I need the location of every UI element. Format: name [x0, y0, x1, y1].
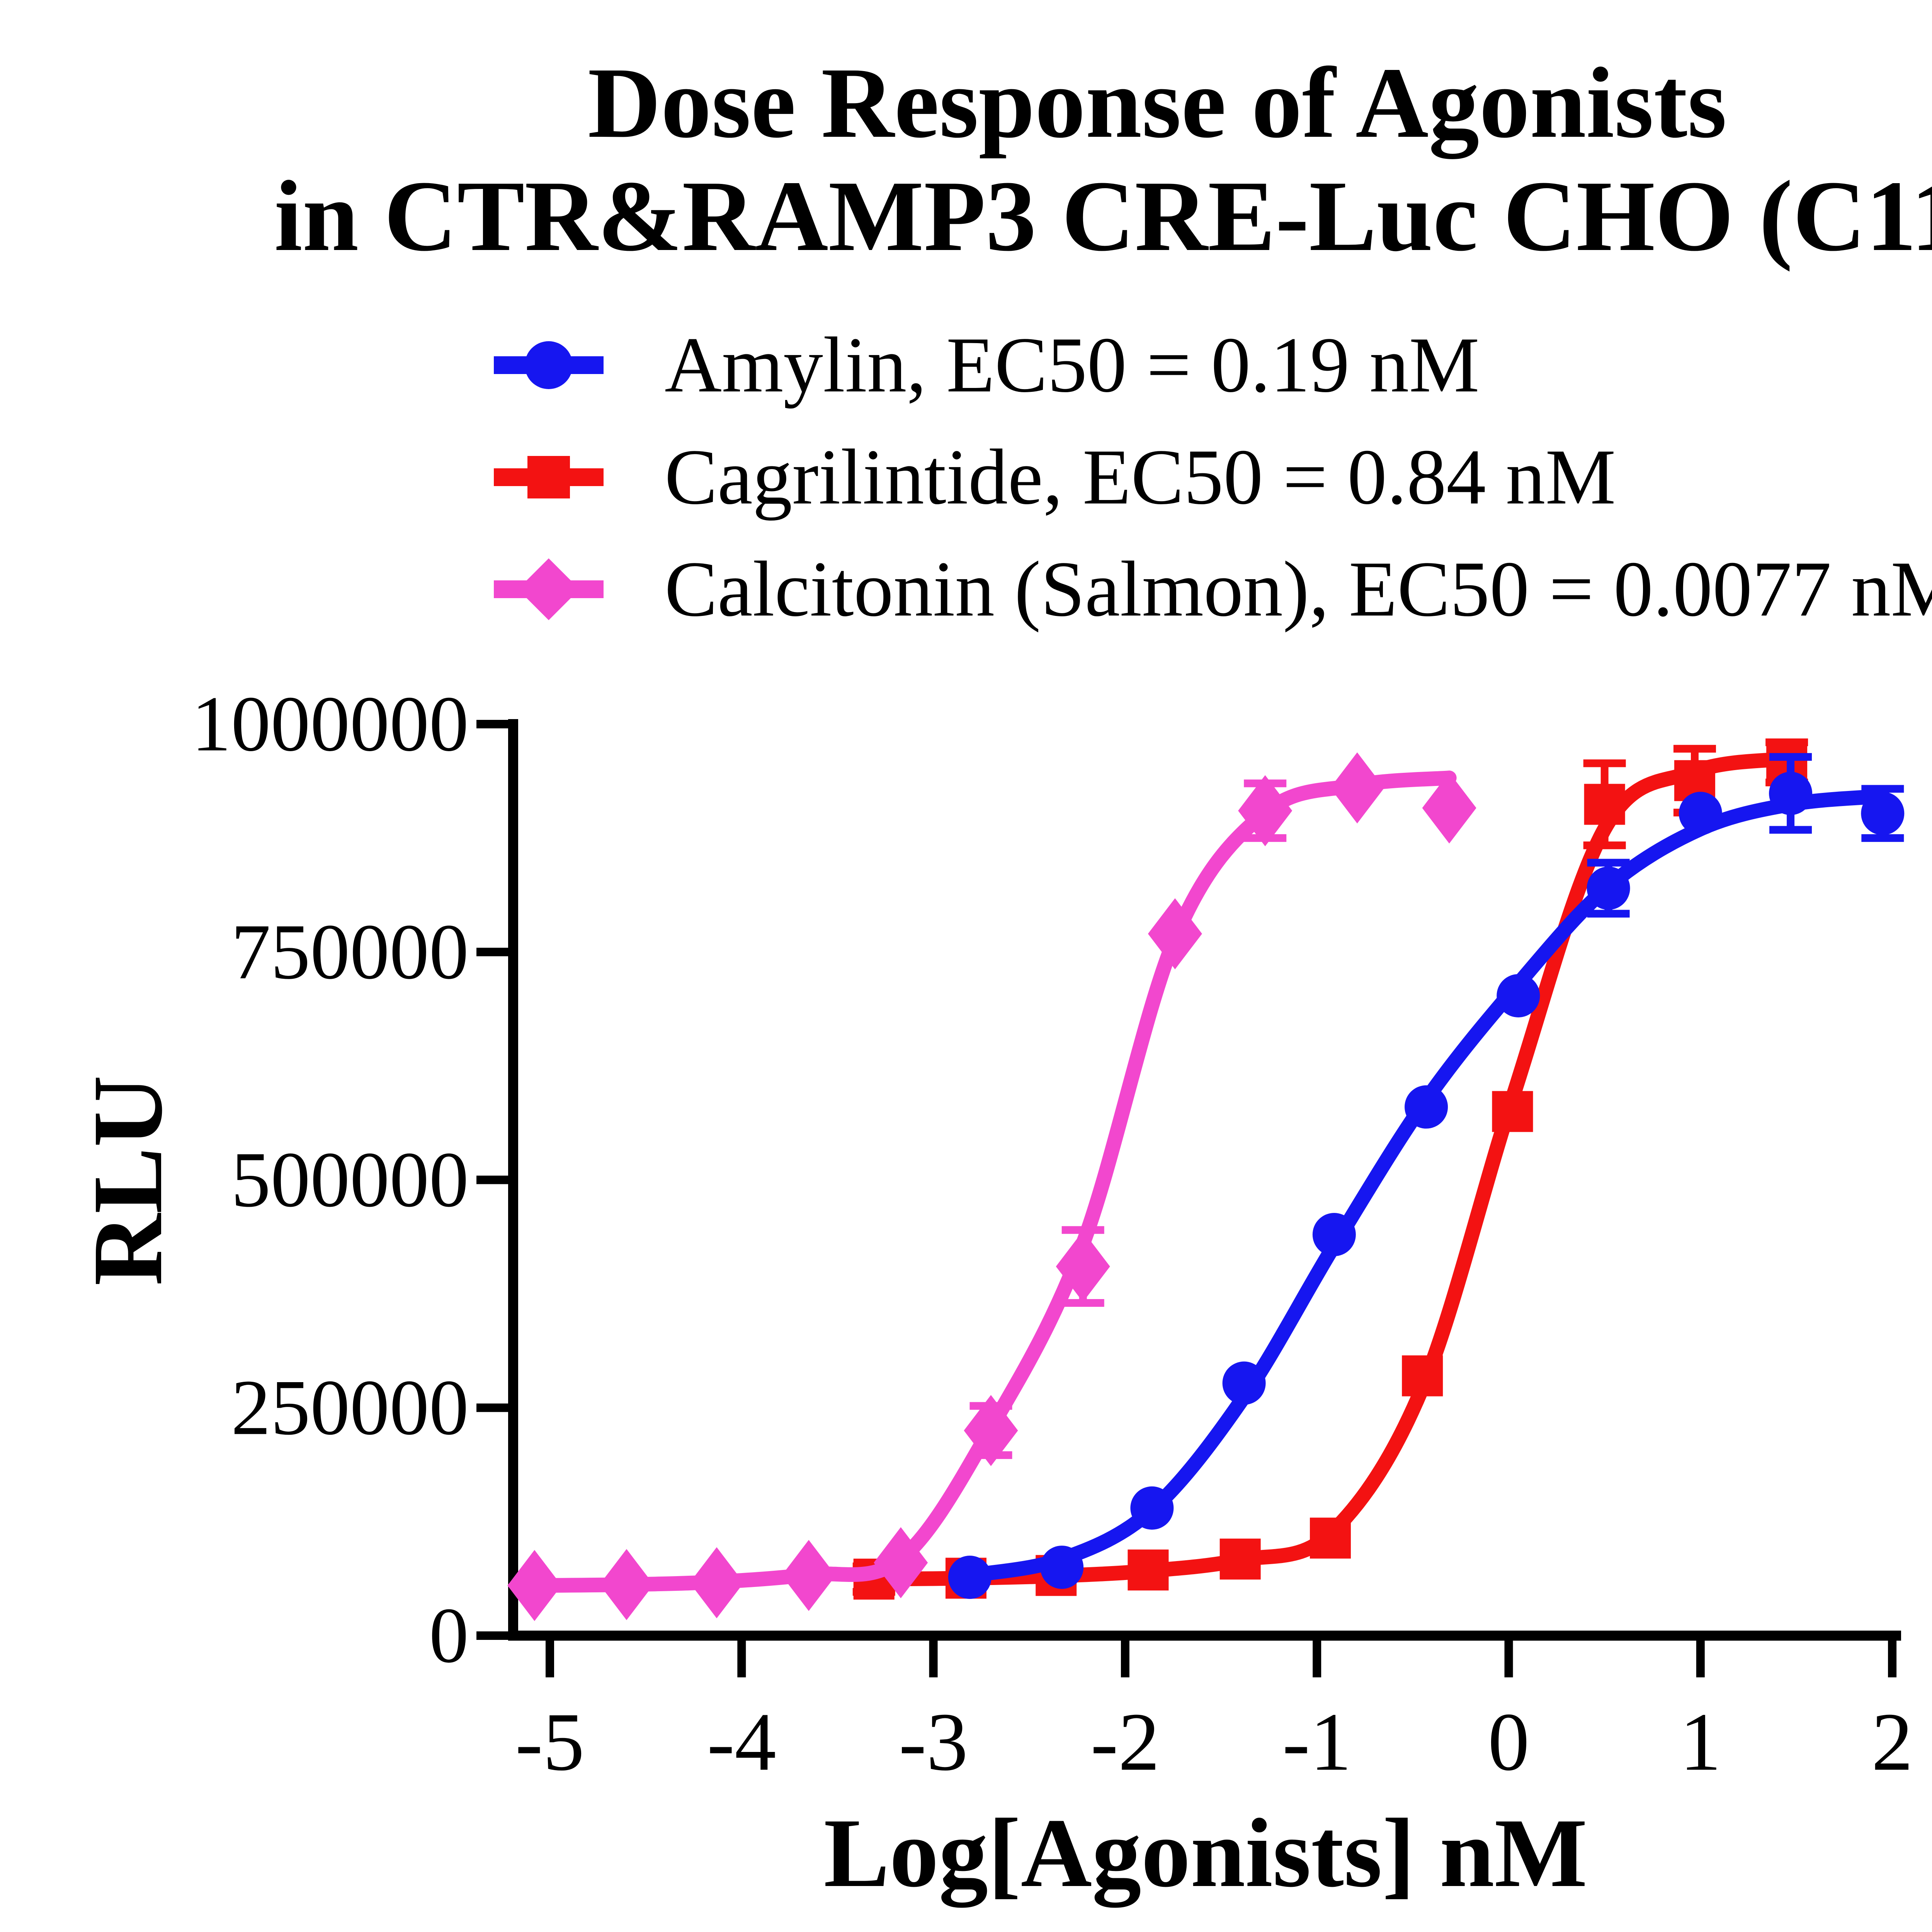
legend: Amylin, EC50 = 0.19 nM Cagrilintide, EC5…: [491, 309, 1932, 645]
x-tick-label: 2: [1871, 1696, 1913, 1788]
x-tick-label: -3: [899, 1696, 968, 1788]
calcitonin-diamond-marker-icon: [491, 558, 607, 620]
data-point-diamond: [1330, 752, 1384, 824]
x-tick-label: -4: [707, 1696, 776, 1788]
data-point-circle: [948, 1556, 992, 1599]
x-tick-label: 1: [1680, 1696, 1721, 1788]
data-point-diamond: [1148, 898, 1202, 969]
data-point-diamond: [964, 1395, 1018, 1466]
y-tick-label: 500000: [231, 1136, 469, 1224]
y-tick-label: 0: [429, 1592, 469, 1679]
x-tick-label: -5: [515, 1696, 584, 1788]
data-point-square: [1219, 1538, 1261, 1580]
legend-label-calcitonin: Calcitonin (Salmon), EC50 = 0.0077 nM: [665, 545, 1932, 633]
data-point-circle: [1040, 1546, 1084, 1589]
data-point-circle: [1222, 1361, 1266, 1405]
legend-diamond: [518, 558, 580, 620]
data-point-circle: [1405, 1085, 1448, 1129]
data-point-diamond: [689, 1547, 744, 1619]
data-point-square: [1310, 1517, 1351, 1559]
series-diamond: [507, 752, 1476, 1621]
legend-glyph-circle: [494, 341, 604, 389]
data-point-diamond: [874, 1527, 928, 1599]
legend-glyph-diamond: [494, 558, 604, 620]
data-point-circle: [1497, 974, 1540, 1017]
legend-label-cagrilintide: Cagrilintide, EC50 = 0.84 nM: [665, 433, 1616, 521]
legend-circle: [525, 341, 573, 389]
data-point-square: [1492, 1091, 1533, 1132]
y-tick-label: 1000000: [192, 680, 469, 768]
series-square: [852, 738, 1808, 1600]
data-point-circle: [1769, 772, 1813, 815]
legend-glyph-square: [494, 456, 604, 498]
legend-item-amylin: Amylin, EC50 = 0.19 nM: [491, 309, 1932, 421]
legend-label-amylin: Amylin, EC50 = 0.19 nM: [665, 321, 1480, 409]
amylin-circle-marker-icon: [491, 334, 607, 396]
data-point-diamond: [1422, 772, 1476, 844]
x-tick-label: 0: [1488, 1696, 1530, 1788]
cagrilintide-square-marker-icon: [491, 446, 607, 508]
data-point-diamond: [507, 1550, 562, 1621]
data-point-circle: [1587, 866, 1630, 910]
chart-title-line2: in CTR&RAMP3 CRE-Luc CHO (C111): [274, 160, 1932, 272]
x-axis-title: Log[Agonists] nM: [823, 1799, 1588, 1908]
data-point-circle: [1679, 792, 1722, 835]
data-point-circle: [1861, 792, 1905, 835]
y-tick-label: 750000: [231, 908, 469, 996]
legend-item-calcitonin: Calcitonin (Salmon), EC50 = 0.0077 nM: [491, 533, 1932, 645]
legend-item-cagrilintide: Cagrilintide, EC50 = 0.84 nM: [491, 421, 1932, 533]
legend-square: [527, 456, 570, 498]
data-point-diamond: [1056, 1231, 1110, 1302]
data-point-square: [1128, 1549, 1169, 1591]
chart-title: Dose Response of Agonists in CTR&RAMP3 C…: [213, 46, 1932, 273]
data-point-square: [1584, 784, 1625, 825]
data-point-diamond: [599, 1549, 654, 1620]
y-tick-label: 250000: [231, 1364, 469, 1451]
x-tick-label: -1: [1282, 1696, 1352, 1788]
series-circle: [948, 753, 1905, 1599]
data-point-circle: [1312, 1213, 1356, 1257]
x-tick-label: -2: [1090, 1696, 1160, 1788]
data-point-diamond: [1238, 775, 1293, 847]
data-point-circle: [1130, 1486, 1174, 1530]
data-point-diamond: [782, 1540, 836, 1611]
chart-title-line1: Dose Response of Agonists: [588, 47, 1727, 159]
data-point-square: [1402, 1355, 1443, 1396]
